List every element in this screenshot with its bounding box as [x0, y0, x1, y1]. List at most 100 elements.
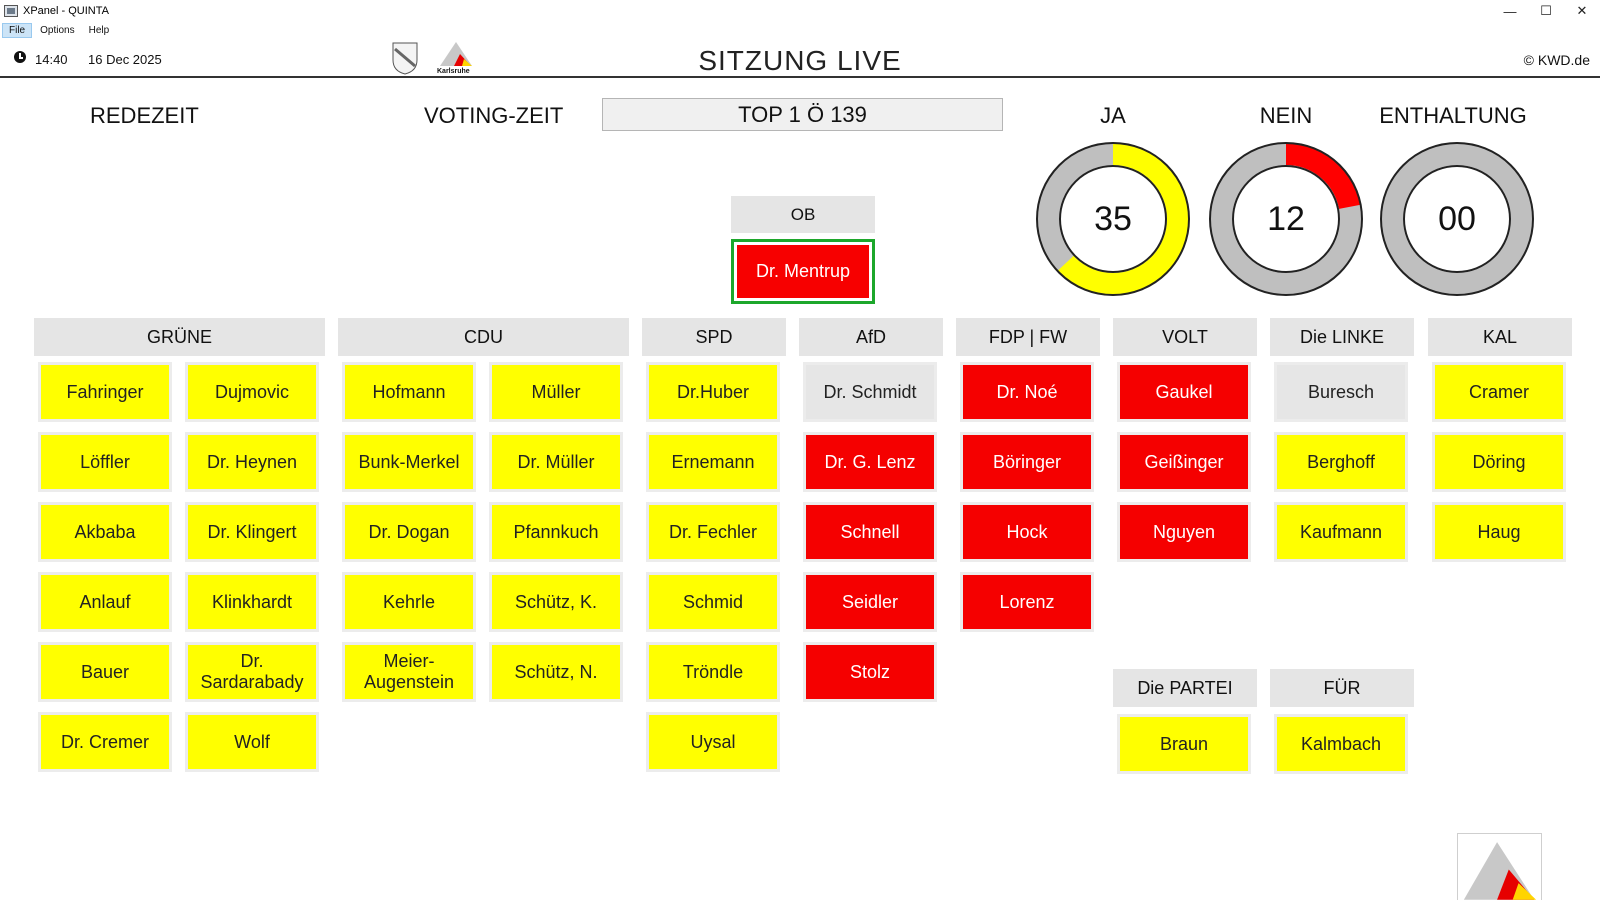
ob-member-card[interactable]: Dr. Mentrup	[731, 239, 875, 304]
member-card[interactable]: Löffler	[38, 432, 172, 492]
page-title: SITZUNG LIVE	[698, 45, 902, 76]
member-name: Uysal	[649, 715, 777, 769]
member-name: Seidler	[806, 575, 934, 629]
header-time: 14:40	[35, 52, 68, 67]
member-card[interactable]: Stolz	[803, 642, 937, 702]
party-header-fdp-fw: FDP | FW	[956, 318, 1100, 356]
member-name: Dr. Cremer	[41, 715, 169, 769]
member-card[interactable]: Buresch	[1274, 362, 1408, 422]
member-name: Dr. Sardarabady	[188, 645, 316, 699]
member-card[interactable]: Schmid	[646, 572, 780, 632]
member-card[interactable]: Schnell	[803, 502, 937, 562]
member-name: Döring	[1435, 435, 1563, 489]
member-card[interactable]: Berghoff	[1274, 432, 1408, 492]
member-card[interactable]: Anlauf	[38, 572, 172, 632]
member-name: Dr. Noé	[963, 365, 1091, 419]
member-card[interactable]: Meier- Augenstein	[342, 642, 476, 702]
nein-label: NEIN	[1259, 103, 1313, 128]
member-card[interactable]: Geißinger	[1117, 432, 1251, 492]
member-card[interactable]: Böringer	[960, 432, 1094, 492]
member-card[interactable]: Dr. Dogan	[342, 502, 476, 562]
member-name: Bunk-Merkel	[345, 435, 473, 489]
close-button[interactable]: ✕	[1576, 3, 1588, 18]
member-card[interactable]: Kaufmann	[1274, 502, 1408, 562]
member-card[interactable]: Schütz, K.	[489, 572, 623, 632]
logo-text: Karlsruhe	[437, 68, 470, 75]
member-card[interactable]: Haug	[1432, 502, 1566, 562]
member-card[interactable]: Pfannkuch	[489, 502, 623, 562]
member-card[interactable]: Kalmbach	[1274, 714, 1408, 774]
member-card[interactable]: Dr. Müller	[489, 432, 623, 492]
member-name: Dr. G. Lenz	[806, 435, 934, 489]
member-card[interactable]: Nguyen	[1117, 502, 1251, 562]
party-header-afd: AfD	[799, 318, 943, 356]
member-card[interactable]: Schütz, N.	[489, 642, 623, 702]
nein-gauge: 12	[1209, 142, 1363, 296]
member-card[interactable]: Döring	[1432, 432, 1566, 492]
member-card[interactable]: Fahringer	[38, 362, 172, 422]
karlsruhe-logo-icon	[440, 42, 472, 66]
member-card[interactable]: Lorenz	[960, 572, 1094, 632]
member-name: Meier- Augenstein	[345, 645, 473, 699]
member-card[interactable]: Bauer	[38, 642, 172, 702]
maximize-button[interactable]: ☐	[1540, 3, 1552, 18]
member-card[interactable]: Dr. Heynen	[185, 432, 319, 492]
member-card[interactable]: Müller	[489, 362, 623, 422]
member-card[interactable]: Klinkhardt	[185, 572, 319, 632]
member-card[interactable]: Bunk-Merkel	[342, 432, 476, 492]
member-card[interactable]: Hock	[960, 502, 1094, 562]
coat-of-arms-icon	[392, 42, 418, 75]
member-card[interactable]: Dr. Schmidt	[803, 362, 937, 422]
member-card[interactable]: Dr.Huber	[646, 362, 780, 422]
member-card[interactable]: Dr. G. Lenz	[803, 432, 937, 492]
enthaltung-gauge-ring	[1380, 142, 1534, 296]
member-card[interactable]: Braun	[1117, 714, 1251, 774]
member-name: Hofmann	[345, 365, 473, 419]
member-name: Dr. Dogan	[345, 505, 473, 559]
member-card[interactable]: Ernemann	[646, 432, 780, 492]
member-card[interactable]: Gaukel	[1117, 362, 1251, 422]
member-card[interactable]: Dr. Cremer	[38, 712, 172, 772]
member-name: Schmid	[649, 575, 777, 629]
member-card[interactable]: Akbaba	[38, 502, 172, 562]
enthaltung-label: ENTHALTUNG	[1379, 103, 1527, 128]
header-date: 16 Dec 2025	[88, 52, 162, 67]
ja-gauge: 35	[1036, 142, 1190, 296]
member-card[interactable]: Tröndle	[646, 642, 780, 702]
menu-help[interactable]: Help	[88, 25, 110, 36]
party-header-kal: KAL	[1428, 318, 1572, 356]
member-name: Geißinger	[1120, 435, 1248, 489]
member-name: Braun	[1120, 717, 1248, 771]
member-card[interactable]: Dr. Klingert	[185, 502, 319, 562]
menu-file[interactable]: File	[2, 23, 33, 38]
member-name: Tröndle	[649, 645, 777, 699]
party-header-die-partei: Die PARTEI	[1113, 669, 1257, 707]
member-name: Anlauf	[41, 575, 169, 629]
member-name: Cramer	[1435, 365, 1563, 419]
member-card[interactable]: Wolf	[185, 712, 319, 772]
member-name: Kehrle	[345, 575, 473, 629]
member-name: Akbaba	[41, 505, 169, 559]
member-card[interactable]: Dujmovic	[185, 362, 319, 422]
menu-options[interactable]: Options	[40, 25, 75, 36]
member-card[interactable]: Dr. Sardarabady	[185, 642, 319, 702]
member-name: Klinkhardt	[188, 575, 316, 629]
member-card[interactable]: Seidler	[803, 572, 937, 632]
member-name: Löffler	[41, 435, 169, 489]
member-card[interactable]: Hofmann	[342, 362, 476, 422]
member-name: Lorenz	[963, 575, 1091, 629]
member-name: Buresch	[1277, 365, 1405, 419]
redezeit-label: REDEZEIT	[90, 103, 199, 128]
member-name: Hock	[963, 505, 1091, 559]
member-card[interactable]: Dr. Noé	[960, 362, 1094, 422]
member-card[interactable]: Dr. Fechler	[646, 502, 780, 562]
member-name: Berghoff	[1277, 435, 1405, 489]
enthaltung-gauge: 00	[1380, 142, 1534, 296]
member-card[interactable]: Kehrle	[342, 572, 476, 632]
member-name: Böringer	[963, 435, 1091, 489]
minimize-button[interactable]: —	[1503, 3, 1517, 19]
member-card[interactable]: Uysal	[646, 712, 780, 772]
member-name: Dr. Müller	[492, 435, 620, 489]
member-name: Dr. Klingert	[188, 505, 316, 559]
member-card[interactable]: Cramer	[1432, 362, 1566, 422]
